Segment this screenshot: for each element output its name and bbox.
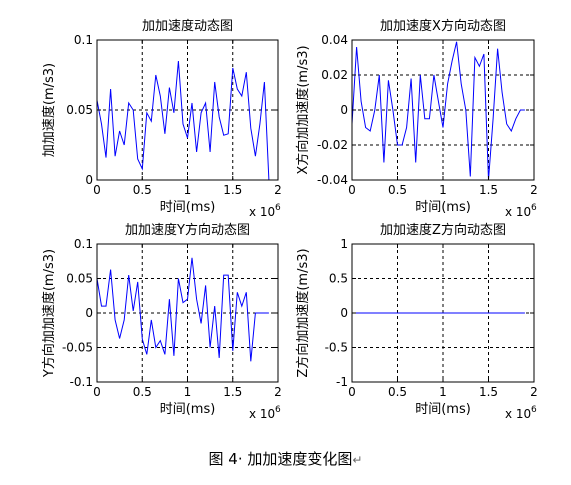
caption-text: 图 4· 加加速度变化图 [208, 450, 353, 468]
x-tick-label: 0 [93, 385, 101, 399]
y-axis-label: X方向加加速度(m/s3) [295, 45, 311, 174]
subplot-title: 加加速度Y方向动态图 [125, 222, 250, 238]
x-tick-label: 0.5 [133, 385, 152, 399]
x-axis-exponent: x 10 [505, 407, 531, 421]
subplot-title: 加加速度X方向动态图 [380, 18, 506, 34]
subplot-2: 0 0.5 1 1.5 2 -0.04 -0.02 0 0.02 0.04 加加速度X方向动态图时间… [295, 18, 538, 219]
x-tick-label: 1.5 [223, 183, 242, 197]
y-tick-label: -0.5 [325, 341, 348, 355]
y-tick-label: -0.02 [317, 138, 348, 152]
x-tick-label: 2 [274, 385, 282, 399]
series-line [96, 60, 270, 181]
y-tick-label: 0 [340, 103, 348, 117]
x-axis-exponent-power: 6 [275, 405, 281, 415]
x-axis-exponent: x 10 [505, 205, 531, 219]
x-tick-label: 0.5 [388, 183, 407, 197]
series-line [351, 41, 525, 181]
y-tick-label: 0.02 [321, 68, 348, 82]
x-tick-label: 2 [530, 183, 538, 197]
series-line [96, 257, 269, 362]
y-tick-label: -0.05 [62, 341, 93, 355]
y-tick-label: 0 [85, 173, 93, 187]
x-tick-label: 1 [184, 183, 192, 197]
y-tick-label: -0.1 [70, 375, 93, 389]
x-tick-label: 1 [184, 385, 192, 399]
subplot-title: 加加速度动态图 [142, 18, 233, 34]
x-axis-exponent: x 10 [249, 205, 275, 219]
x-tick-label: 0 [93, 183, 101, 197]
y-tick-label: 0.1 [74, 237, 93, 251]
y-axis-label: Z方向加加速度(m/s3) [295, 248, 311, 377]
x-axis-label: 时间(ms) [160, 200, 216, 215]
figure-caption: 图 4· 加加速度变化图↵ [0, 448, 571, 469]
y-tick-label: -1 [336, 375, 348, 389]
figure: 0 0.5 1 1.5 2 0 0.05 0.1 加加速度动态图 时间(ms) x 10 6 加加速度(… [41, 18, 538, 421]
y-tick-label: 0 [340, 306, 348, 320]
x-axis-exponent: x 10 [249, 407, 275, 421]
y-tick-label: 0.04 [321, 33, 348, 47]
subplot-3: 0 0.5 1 1.5 2 -0.1 -0.05 0 0.05 0.1 加加速度Y方向动态图时间(m… [41, 222, 282, 421]
x-axis-label: 时间(ms) [160, 402, 216, 417]
x-axis-label: 时间(ms) [415, 200, 471, 215]
paragraph-mark: ↵ [352, 453, 363, 467]
x-tick-label: 0.5 [133, 183, 152, 197]
y-tick-label: 0.05 [66, 103, 93, 117]
y-tick-label: 0.05 [66, 272, 93, 286]
x-tick-label: 2 [530, 385, 538, 399]
x-tick-label: 1 [439, 183, 447, 197]
y-tick-label: -0.04 [317, 173, 348, 187]
y-axis-label: 加加速度(m/s3) [41, 63, 57, 157]
x-tick-label: 1.5 [223, 385, 242, 399]
subplot-title: 加加速度Z方向动态图 [380, 222, 506, 238]
x-axis-exponent-power: 6 [275, 203, 281, 213]
x-tick-label: 0 [348, 385, 356, 399]
y-tick-label: 0 [85, 306, 93, 320]
x-tick-label: 1.5 [479, 385, 498, 399]
y-axis-label: Y方向加加速度(m/s3) [41, 249, 57, 378]
x-tick-label: 1.5 [479, 183, 498, 197]
y-tick-label: 0.5 [329, 272, 348, 286]
x-tick-label: 0.5 [388, 385, 407, 399]
x-tick-label: 1 [439, 385, 447, 399]
x-tick-label: 0 [348, 183, 356, 197]
x-tick-label: 2 [274, 183, 282, 197]
x-axis-exponent-power: 6 [531, 203, 537, 213]
x-axis-exponent-power: 6 [531, 405, 537, 415]
x-axis-label: 时间(ms) [415, 402, 471, 417]
y-tick-label: 1 [340, 237, 348, 251]
y-tick-label: 0.1 [74, 33, 93, 47]
